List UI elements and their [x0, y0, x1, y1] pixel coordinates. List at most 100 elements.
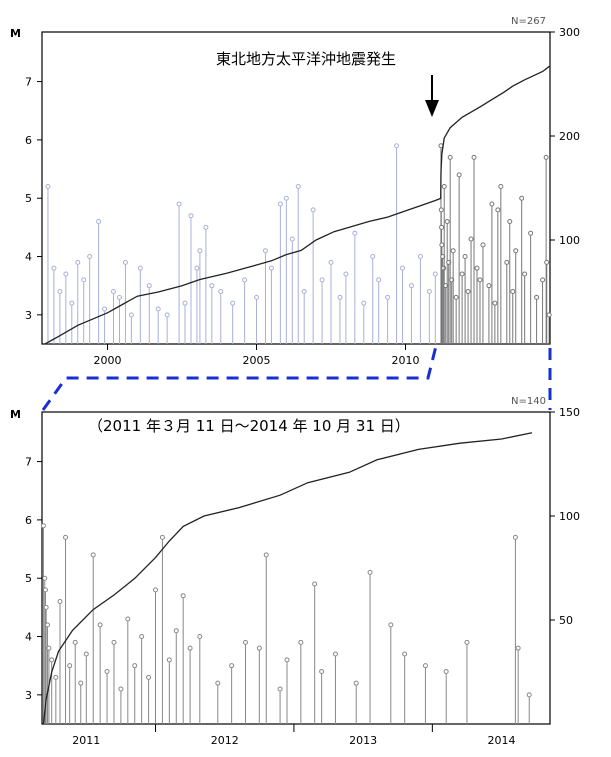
post-event-point	[447, 154, 453, 160]
event-point	[42, 575, 48, 581]
post-event-point	[459, 271, 465, 277]
pre-event-point	[122, 259, 128, 265]
event-point	[42, 587, 48, 593]
event-point	[215, 680, 221, 686]
x-tick-label: 2010	[391, 354, 419, 367]
bottom-y-label: M	[10, 408, 21, 421]
event-point	[197, 634, 203, 640]
y-left-tick-label: 7	[25, 456, 32, 469]
event-point	[526, 692, 532, 698]
event-point	[443, 669, 449, 675]
event-point	[78, 680, 84, 686]
x-tick-label: 2012	[211, 734, 239, 747]
x-tick-label: 2011	[72, 734, 100, 747]
event-point	[512, 534, 518, 540]
post-event-point	[507, 219, 513, 225]
event-point	[72, 639, 78, 645]
event-point	[263, 552, 269, 558]
post-event-point	[453, 294, 459, 300]
event-point	[43, 604, 49, 610]
post-event-point	[439, 224, 445, 230]
post-event-point	[528, 230, 534, 236]
earthquake-annotation: 東北地方太平洋沖地震発生	[216, 50, 396, 68]
pre-event-point	[96, 219, 102, 225]
y-left-tick-label: 5	[25, 192, 32, 205]
post-event-point	[543, 154, 549, 160]
event-point	[159, 534, 165, 540]
event-point	[367, 569, 373, 575]
pre-event-point	[295, 184, 301, 190]
post-event-point	[489, 201, 495, 207]
pre-event-point	[116, 294, 122, 300]
y-right-tick-label: 300	[559, 26, 580, 39]
y-left-tick-label: 3	[25, 689, 32, 702]
event-point	[298, 639, 304, 645]
pre-event-point	[137, 265, 143, 271]
pre-event-point	[343, 271, 349, 277]
post-event-point	[486, 283, 492, 289]
event-point	[57, 599, 63, 605]
pre-event-point	[81, 277, 87, 283]
pre-event-point	[394, 143, 400, 149]
post-event-point	[462, 254, 468, 260]
event-point	[388, 622, 394, 628]
pre-event-point	[197, 248, 203, 254]
bottom-plot-frame	[41, 411, 551, 725]
event-point	[422, 663, 428, 669]
event-point	[402, 651, 408, 657]
pre-event-point	[230, 300, 236, 306]
post-event-point	[540, 277, 546, 283]
annotation-arrow	[425, 75, 439, 117]
post-event-point	[441, 265, 447, 271]
pre-event-point	[432, 271, 438, 277]
x-tick-label: 2005	[243, 354, 271, 367]
pre-event-point	[45, 184, 51, 190]
post-event-point	[477, 277, 483, 283]
pre-event-point	[57, 289, 63, 295]
event-point	[242, 639, 248, 645]
post-event-point	[504, 259, 510, 265]
event-point	[90, 552, 96, 558]
post-event-point	[450, 248, 456, 254]
pre-event-point	[111, 289, 117, 295]
pre-event-point	[182, 300, 188, 306]
top-y-label: M	[10, 27, 21, 40]
event-point	[180, 593, 186, 599]
post-event-point	[534, 294, 540, 300]
y-left-tick-label: 4	[25, 631, 32, 644]
pre-event-point	[262, 248, 268, 254]
pre-event-point	[128, 312, 134, 318]
y-right-tick-label: 150	[559, 406, 580, 419]
pre-event-point	[268, 265, 274, 271]
post-event-point	[522, 271, 528, 277]
post-event-point	[465, 289, 471, 295]
pre-event-point	[87, 254, 93, 260]
post-event-point	[474, 265, 480, 271]
y-left-tick-label: 6	[25, 134, 32, 147]
pre-event-point	[242, 277, 248, 283]
pre-event-point	[352, 230, 358, 236]
pre-event-point	[75, 259, 81, 265]
event-point	[312, 581, 318, 587]
event-point	[515, 645, 521, 651]
event-point	[139, 634, 145, 640]
pre-event-point	[361, 300, 367, 306]
event-point	[53, 674, 59, 680]
pre-event-point	[51, 265, 57, 271]
pre-event-point	[426, 289, 432, 295]
pre-event-point	[63, 271, 69, 277]
event-point	[464, 639, 470, 645]
pre-event-point	[376, 277, 382, 283]
y-left-tick-label: 5	[25, 572, 32, 585]
event-point	[83, 651, 89, 657]
pre-event-point	[254, 294, 260, 300]
post-event-point	[471, 154, 477, 160]
pre-event-point	[69, 300, 75, 306]
x-tick-label: 2000	[94, 354, 122, 367]
top-plot-frame	[41, 31, 551, 345]
pre-event-point	[289, 236, 295, 242]
event-point	[256, 645, 262, 651]
pre-event-point	[176, 201, 182, 207]
bottom-axes: 3 4 5 6 7 50 100 150 2011 2012 2013 2014	[25, 406, 580, 747]
pre-event-point	[370, 254, 376, 260]
